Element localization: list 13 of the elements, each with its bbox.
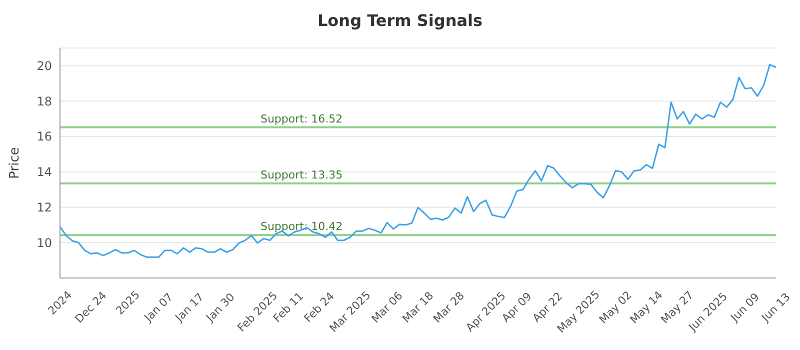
- y-tick-label: 14: [36, 165, 52, 180]
- ref-line-label: Support: 16.52: [260, 112, 343, 126]
- x-tick-label: Dec 24: [72, 289, 110, 326]
- y-tick-label: 20: [36, 58, 52, 73]
- y-tick-label: 12: [36, 200, 52, 214]
- y-tick-label: 18: [36, 94, 52, 108]
- chart-title: Long Term Signals: [316, 10, 484, 32]
- y-tick-label: 16: [36, 130, 52, 144]
- ref-line-label: Support: 10.42: [260, 220, 343, 234]
- y-tick-label: 10: [36, 236, 52, 250]
- line-series: [59, 64, 777, 258]
- y-axis-title: Price: [8, 147, 23, 179]
- ref-line-label: Support: 13.35: [260, 168, 343, 182]
